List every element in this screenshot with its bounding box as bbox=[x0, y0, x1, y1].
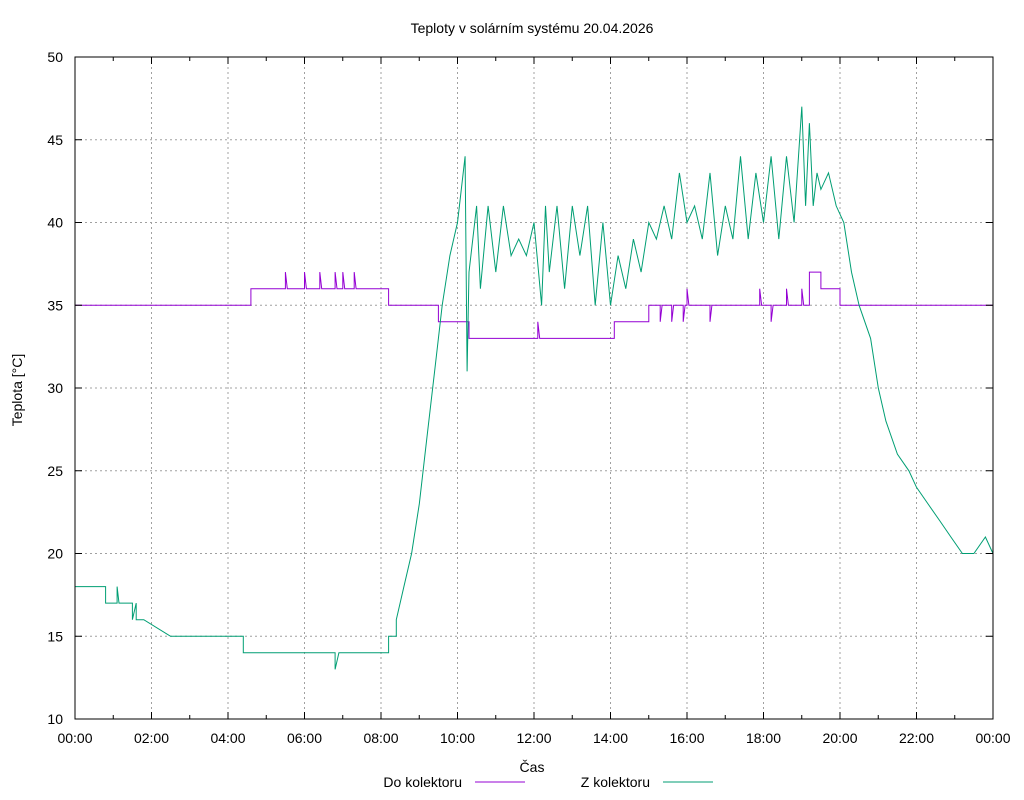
series-line-do-kolektoru bbox=[75, 271, 993, 339]
axis-ticks bbox=[74, 56, 994, 720]
y-tick-label: 35 bbox=[47, 297, 63, 313]
x-tick-label: 20:00 bbox=[822, 730, 857, 746]
x-tick-label: 22:00 bbox=[899, 730, 934, 746]
axis-tick-labels: 00:00 02:00 04:00 06:00 08:00 10:00 12:00 14:00… bbox=[47, 49, 1010, 746]
x-tick-label: 08:00 bbox=[363, 730, 398, 746]
series-line-z-kolektoru bbox=[75, 106, 994, 670]
y-tick-label: 20 bbox=[47, 546, 63, 562]
x-axis-label: Čas bbox=[520, 759, 545, 775]
x-tick-label: 04:00 bbox=[210, 730, 245, 746]
legend-label-do-kolektoru: Do kolektoru bbox=[383, 774, 462, 790]
x-tick-label: 00:00 bbox=[57, 730, 92, 746]
legend-label-z-kolektoru: Z kolektoru bbox=[581, 774, 650, 790]
x-tick-label: 12:00 bbox=[516, 730, 551, 746]
y-tick-label: 10 bbox=[47, 711, 63, 727]
legend: Do kolektoru Z kolektoru bbox=[383, 774, 713, 790]
x-tick-label: 02:00 bbox=[134, 730, 169, 746]
y-tick-label: 30 bbox=[47, 380, 63, 396]
x-tick-label: 18:00 bbox=[746, 730, 781, 746]
x-tick-label: 16:00 bbox=[669, 730, 704, 746]
x-tick-label: 06:00 bbox=[287, 730, 322, 746]
series-group bbox=[75, 106, 994, 670]
y-tick-label: 15 bbox=[47, 628, 63, 644]
x-tick-label: 00:00 bbox=[975, 730, 1010, 746]
x-tick-label: 10:00 bbox=[440, 730, 475, 746]
x-tick-label: 14:00 bbox=[593, 730, 628, 746]
y-tick-label: 45 bbox=[47, 132, 63, 148]
y-tick-label: 25 bbox=[47, 463, 63, 479]
y-axis-label: Teplota [°C] bbox=[9, 354, 25, 427]
y-tick-label: 50 bbox=[47, 49, 63, 65]
chart-title: Teploty v solárním systému 20.04.2026 bbox=[411, 20, 654, 36]
y-tick-label: 40 bbox=[47, 215, 63, 231]
grid-lines bbox=[75, 57, 993, 719]
